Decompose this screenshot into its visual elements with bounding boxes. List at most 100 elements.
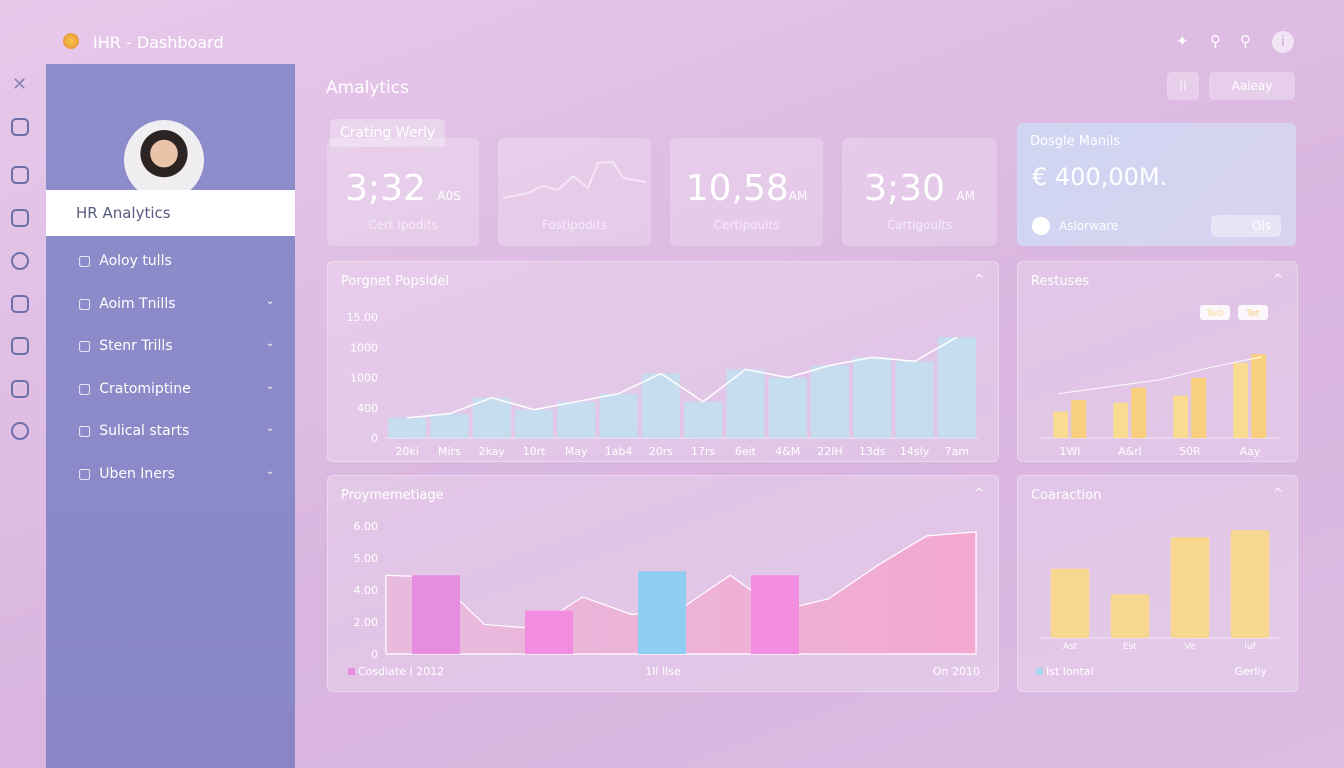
nav-icon[interactable] (11, 380, 29, 398)
footer-label: Gerliy (1235, 665, 1268, 678)
bar (684, 401, 723, 438)
y-tick-label: 6.00 (354, 520, 379, 533)
stat-value: 3;32 A0S (327, 168, 479, 209)
x-tick-label: 20rs (649, 445, 674, 458)
nav-icon[interactable] (11, 252, 29, 270)
stat-card: 10,58AM Certipoults (670, 138, 823, 246)
close-icon[interactable]: ✕ (12, 74, 28, 95)
x-tick-label: 50R (1179, 445, 1201, 458)
y-tick-label: 5.00 (354, 552, 379, 565)
collapse-caret[interactable]: ^ (1272, 486, 1283, 500)
bar (895, 361, 934, 438)
y-tick-label: 15.00 (347, 311, 379, 324)
menu-label: Uben Iners (99, 466, 175, 482)
nav-icon[interactable] (11, 209, 29, 227)
chart: Tw0 Tet 1Wl A&rl 50R Aay (1040, 305, 1280, 458)
info-icon[interactable]: i (1272, 31, 1294, 53)
bar (557, 401, 596, 438)
x-tick-label: 10rt (523, 445, 547, 458)
x-tick-label: Iuf (1244, 642, 1256, 652)
bar (388, 417, 427, 438)
menu-item[interactable]: ▢ Aoloy tulls (78, 253, 172, 269)
stat-value: 10,58AM (670, 168, 823, 209)
stat-card: Fostipodits (498, 138, 651, 246)
section-tab[interactable]: Crating Werly (330, 119, 446, 147)
nav-icon[interactable] (11, 295, 29, 313)
nav-icon[interactable] (11, 422, 29, 440)
x-tick-label: 22IH (817, 445, 843, 458)
stat-card: 3;30 AM Cartigoults (842, 138, 997, 246)
stat-number: 10,58 (685, 168, 789, 209)
menu-chevron: ⌄ (266, 466, 275, 477)
chart: Ast Est Ve Iuf Ist lontal Gerliy (1036, 530, 1280, 678)
highlight-card: Dosgle Manils € 400,00M. Aslorware Ols (1017, 123, 1296, 246)
footer-label: On 2010 (933, 665, 980, 678)
menu-item[interactable]: ▢ Aoim Tnills ⌄ (78, 296, 274, 312)
menu-item[interactable]: ▢ Stenr Trills ⌄ (78, 338, 274, 355)
bar (1173, 395, 1189, 438)
twitter-icon[interactable]: ✦ (1176, 32, 1189, 50)
menu-label: Aoloy tulls (99, 253, 172, 269)
bar (1251, 354, 1267, 438)
sparkline-line (502, 160, 647, 199)
bar (638, 571, 686, 654)
menu-item[interactable]: ▢ Sulical starts ⌄ (78, 423, 274, 439)
menu-label: Stenr Trills (99, 338, 173, 355)
avatar (124, 120, 204, 200)
icon-strip: ✕ (0, 64, 46, 768)
x-tick-label: 14sly (900, 445, 930, 458)
stat-label: Certipoults (713, 218, 780, 232)
grid-button[interactable]: ⁞⁞ (1167, 72, 1199, 100)
nav-icon[interactable] (11, 337, 29, 355)
stat-number: 3;30 (864, 168, 945, 209)
nav-icon[interactable] (11, 118, 29, 136)
x-tick-label: 1ab4 (605, 445, 633, 458)
profile-row[interactable]: HR Analytics (46, 190, 295, 236)
highlight-value: € 400,00M. (1032, 163, 1168, 191)
app-title: IHR - Dashboard (93, 33, 224, 52)
user-icon[interactable]: ⚲ (1210, 32, 1221, 50)
stat-label: Cert Ipodits (368, 218, 438, 232)
tag-icon (1032, 217, 1050, 235)
collapse-caret[interactable]: ^ (1272, 272, 1283, 286)
chart-title: Porgnet Popsidel (341, 274, 449, 289)
chart-panel: Restuses ^ Tw0 Tet 1Wl A&rl 50R Aay (1017, 261, 1298, 462)
menu-item[interactable]: ▢ Cratomiptine ⌄ (78, 380, 274, 397)
profile-icon[interactable]: ⚲ (1240, 32, 1251, 50)
menu-icon: ▢ (78, 253, 92, 269)
menu-item[interactable]: ▢ Uben Iners ⌄ (78, 466, 274, 482)
bar (1071, 400, 1087, 438)
bar (853, 357, 892, 438)
sparkline (502, 160, 647, 199)
user-menu[interactable]: Aaleay (1209, 72, 1295, 100)
footer-label: Cosdiate I 2012 (358, 665, 444, 678)
profile-name: HR Analytics (76, 204, 171, 222)
bar (1230, 530, 1270, 638)
stat-value: 3;30 AM (842, 168, 997, 209)
x-tick-label: Est (1123, 642, 1137, 652)
chart-title: Restuses (1031, 274, 1090, 289)
x-tick-label: 7am (945, 445, 969, 458)
bar (1053, 411, 1069, 438)
bar (1233, 362, 1249, 438)
chart-panel: Proymemetiage ^ 6.00 5.00 4.00 2.00 0 Cosdiate … (327, 475, 999, 692)
legend-label: Tw0 (1205, 309, 1223, 319)
menu-label: Cratomiptine (99, 380, 191, 397)
nav-icon[interactable] (11, 166, 29, 184)
highlight-title: Dosgle Manils (1030, 134, 1121, 149)
bar (1050, 568, 1090, 638)
chart-title: Proymemetiage (341, 488, 444, 503)
bar (1191, 377, 1207, 438)
bar (525, 610, 573, 654)
bar (472, 397, 511, 438)
stat-card: 3;32 A0S Cert Ipodits (327, 138, 479, 246)
collapse-caret[interactable]: ^ (973, 486, 984, 500)
chart-title: Coaraction (1031, 488, 1102, 503)
bar (937, 337, 976, 438)
x-tick-label: Mirs (438, 445, 461, 458)
legend-label: Tet (1245, 309, 1260, 319)
menu-chevron: ⌄ (266, 295, 275, 307)
sidebar: HR Analytics (46, 64, 295, 768)
highlight-button[interactable]: Ols (1211, 215, 1281, 237)
collapse-caret[interactable]: ^ (973, 272, 984, 286)
